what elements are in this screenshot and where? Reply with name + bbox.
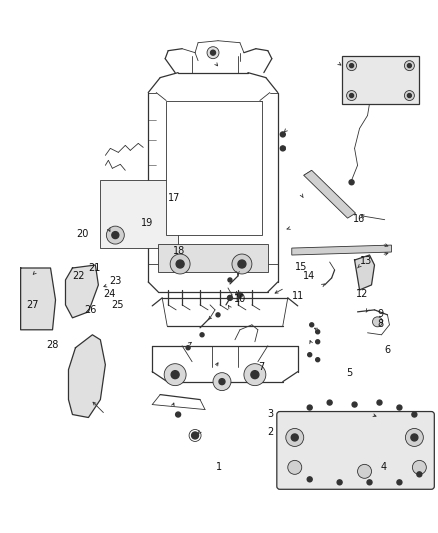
Text: 23: 23 bbox=[109, 277, 121, 286]
Polygon shape bbox=[66, 265, 99, 318]
Circle shape bbox=[377, 400, 382, 405]
Circle shape bbox=[308, 353, 312, 357]
Text: 6: 6 bbox=[384, 345, 390, 356]
Circle shape bbox=[413, 461, 426, 474]
Text: 3: 3 bbox=[268, 409, 274, 419]
Circle shape bbox=[404, 61, 414, 71]
Circle shape bbox=[286, 429, 304, 447]
Text: 8: 8 bbox=[378, 319, 384, 329]
Polygon shape bbox=[21, 268, 56, 330]
Polygon shape bbox=[355, 255, 374, 290]
FancyBboxPatch shape bbox=[100, 180, 178, 248]
Circle shape bbox=[316, 358, 320, 362]
Circle shape bbox=[106, 226, 124, 244]
Circle shape bbox=[310, 323, 314, 327]
Text: 5: 5 bbox=[346, 368, 352, 378]
Circle shape bbox=[404, 91, 414, 101]
Text: 7: 7 bbox=[259, 362, 265, 373]
Text: 14: 14 bbox=[303, 271, 315, 281]
Circle shape bbox=[176, 412, 180, 417]
Circle shape bbox=[307, 477, 312, 482]
Circle shape bbox=[346, 91, 357, 101]
Text: 10: 10 bbox=[234, 294, 246, 304]
Text: 26: 26 bbox=[84, 305, 96, 315]
Circle shape bbox=[349, 180, 354, 185]
Text: 17: 17 bbox=[168, 193, 180, 204]
Circle shape bbox=[227, 295, 233, 301]
Circle shape bbox=[357, 464, 371, 478]
Bar bbox=[166, 101, 262, 235]
Circle shape bbox=[406, 429, 424, 447]
Circle shape bbox=[251, 370, 259, 378]
Circle shape bbox=[207, 47, 219, 59]
Circle shape bbox=[397, 405, 402, 410]
Circle shape bbox=[213, 373, 231, 391]
FancyBboxPatch shape bbox=[158, 244, 268, 272]
Circle shape bbox=[244, 364, 266, 385]
Circle shape bbox=[228, 278, 232, 282]
Text: 15: 15 bbox=[295, 262, 307, 271]
Text: 18: 18 bbox=[173, 246, 185, 255]
Circle shape bbox=[238, 260, 246, 268]
Circle shape bbox=[412, 412, 417, 417]
Circle shape bbox=[200, 333, 204, 337]
Circle shape bbox=[112, 232, 119, 239]
Text: 20: 20 bbox=[77, 229, 89, 239]
Text: 27: 27 bbox=[26, 300, 39, 310]
Circle shape bbox=[176, 260, 184, 268]
Circle shape bbox=[232, 254, 252, 274]
Circle shape bbox=[170, 254, 190, 274]
FancyBboxPatch shape bbox=[277, 411, 434, 489]
Text: 24: 24 bbox=[103, 289, 115, 299]
Circle shape bbox=[352, 402, 357, 407]
Circle shape bbox=[367, 480, 372, 485]
Text: 9: 9 bbox=[378, 309, 384, 319]
Text: 13: 13 bbox=[360, 256, 373, 266]
Polygon shape bbox=[292, 245, 392, 255]
Circle shape bbox=[164, 364, 186, 385]
Circle shape bbox=[307, 405, 312, 410]
Circle shape bbox=[346, 61, 357, 71]
Circle shape bbox=[211, 50, 215, 55]
Circle shape bbox=[417, 472, 422, 477]
Circle shape bbox=[407, 63, 411, 68]
Circle shape bbox=[316, 340, 320, 344]
Circle shape bbox=[191, 432, 198, 439]
Circle shape bbox=[350, 94, 353, 98]
Circle shape bbox=[186, 346, 190, 350]
Polygon shape bbox=[68, 335, 106, 417]
FancyBboxPatch shape bbox=[342, 55, 419, 103]
Text: 1: 1 bbox=[216, 462, 222, 472]
Circle shape bbox=[291, 434, 298, 441]
Text: 19: 19 bbox=[141, 218, 153, 228]
Text: 21: 21 bbox=[88, 263, 101, 272]
Circle shape bbox=[171, 370, 179, 378]
Text: 25: 25 bbox=[111, 300, 124, 310]
Circle shape bbox=[372, 317, 382, 327]
Circle shape bbox=[237, 293, 242, 297]
Circle shape bbox=[337, 480, 342, 485]
Circle shape bbox=[219, 378, 225, 385]
Text: 11: 11 bbox=[292, 290, 304, 301]
Circle shape bbox=[327, 400, 332, 405]
Text: 16: 16 bbox=[353, 214, 365, 224]
Polygon shape bbox=[304, 171, 356, 218]
Text: 4: 4 bbox=[381, 462, 387, 472]
Circle shape bbox=[280, 132, 285, 137]
Circle shape bbox=[411, 434, 418, 441]
Circle shape bbox=[216, 313, 220, 317]
Circle shape bbox=[280, 146, 285, 151]
Text: 2: 2 bbox=[267, 427, 274, 437]
Circle shape bbox=[407, 94, 411, 98]
Circle shape bbox=[350, 63, 353, 68]
Text: 12: 12 bbox=[356, 289, 368, 299]
Circle shape bbox=[397, 480, 402, 485]
Circle shape bbox=[316, 330, 320, 334]
Text: 28: 28 bbox=[46, 340, 58, 350]
Circle shape bbox=[288, 461, 302, 474]
Text: 22: 22 bbox=[72, 271, 85, 281]
